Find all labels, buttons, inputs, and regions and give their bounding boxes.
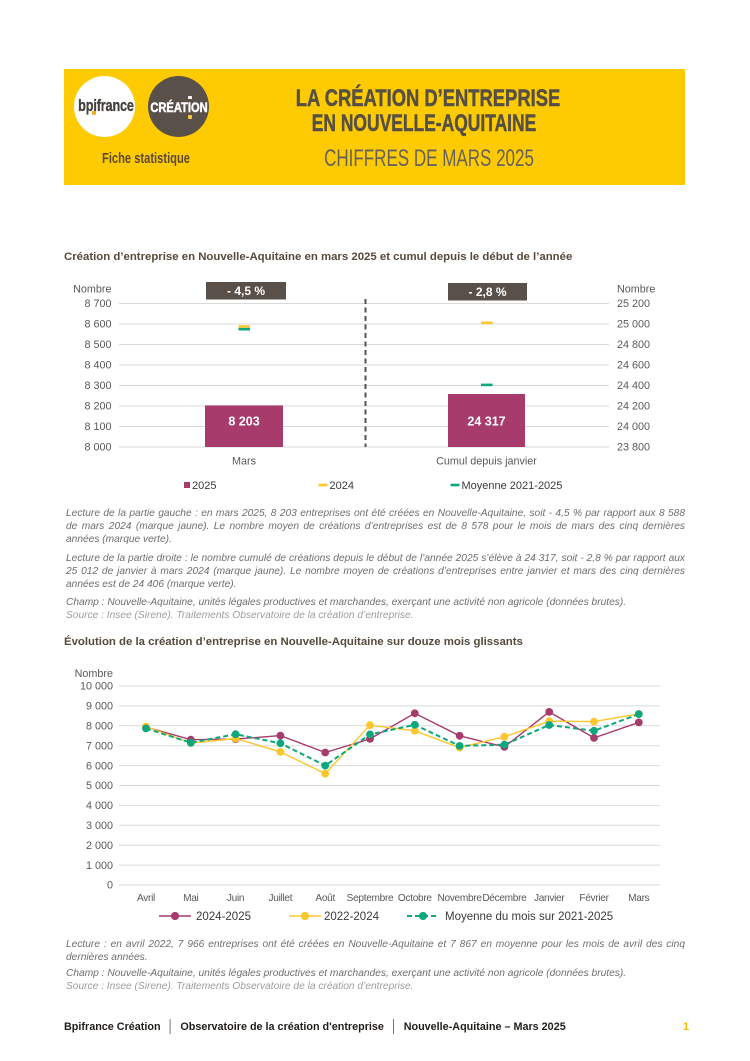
svg-text:7 000: 7 000 [86,740,113,752]
svg-text:24 600: 24 600 [617,360,650,372]
svg-text:23 800: 23 800 [617,442,650,454]
svg-text:Cumul depuis janvier: Cumul depuis janvier [436,456,537,468]
svg-text:2024: 2024 [330,480,354,492]
svg-text:Février: Février [579,893,609,904]
svg-text:Décembre: Décembre [482,893,527,904]
svg-text:8 500: 8 500 [84,339,111,351]
svg-text:25 000: 25 000 [617,319,650,331]
svg-text:24 200: 24 200 [617,401,650,413]
svg-text:Nombre: Nombre [75,668,113,680]
svg-text:24 400: 24 400 [617,380,650,392]
svg-text:Mars: Mars [628,893,649,904]
svg-text:Mars: Mars [232,456,257,468]
svg-text:1 000: 1 000 [86,860,113,872]
svg-text:2025: 2025 [192,480,216,492]
svg-text:2024-2025: 2024-2025 [196,911,251,923]
svg-text:8 100: 8 100 [84,421,111,433]
svg-text:- 2,8 %: - 2,8 % [468,285,506,299]
svg-text:24 800: 24 800 [617,339,650,351]
svg-text:Nombre: Nombre [73,284,111,296]
svg-text:25 200: 25 200 [617,298,650,310]
svg-text:4 000: 4 000 [86,800,113,812]
svg-text:Janvier: Janvier [534,893,565,904]
svg-text:Juillet: Juillet [269,893,293,904]
svg-text:9 000: 9 000 [86,701,113,713]
svg-text:6 000: 6 000 [86,760,113,772]
svg-text:Novembre: Novembre [438,893,483,904]
svg-text:8 700: 8 700 [84,298,111,310]
svg-text:Juin: Juin [227,893,244,904]
svg-text:Nombre: Nombre [617,284,655,296]
svg-text:- 4,5 %: - 4,5 % [227,284,265,298]
svg-text:Moyenne du mois sur 2021-2025: Moyenne du mois sur 2021-2025 [445,911,613,923]
svg-text:3 000: 3 000 [86,820,113,832]
svg-text:8 400: 8 400 [84,360,111,372]
svg-text:10 000: 10 000 [80,681,113,693]
svg-text:8 000: 8 000 [86,721,113,733]
svg-text:Avril: Avril [137,893,155,904]
svg-text:Août: Août [315,893,335,904]
svg-text:8 600: 8 600 [84,319,111,331]
svg-text:2 000: 2 000 [86,840,113,852]
svg-text:8 300: 8 300 [84,380,111,392]
svg-text:8 000: 8 000 [84,442,111,454]
svg-text:Moyenne 2021-2025: Moyenne 2021-2025 [462,480,563,492]
svg-text:Mai: Mai [183,893,198,904]
svg-text:5 000: 5 000 [86,780,113,792]
svg-text:8 203: 8 203 [228,415,259,429]
svg-text:24 000: 24 000 [617,421,650,433]
svg-text:2022-2024: 2022-2024 [324,911,380,923]
svg-text:24 317: 24 317 [467,415,505,429]
svg-text:0: 0 [107,880,113,892]
svg-text:Octobre: Octobre [398,893,432,904]
svg-text:8 200: 8 200 [84,401,111,413]
svg-text:Septembre: Septembre [347,893,394,904]
